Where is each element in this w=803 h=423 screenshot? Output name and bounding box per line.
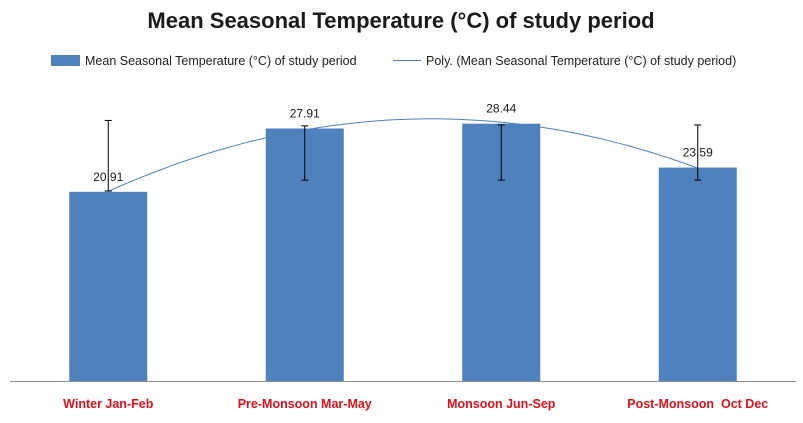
data-label-0: 20.91 bbox=[93, 170, 123, 184]
legend-trendline-label: Poly. (Mean Seasonal Temperature (°C) of… bbox=[426, 54, 736, 68]
bar-0 bbox=[69, 191, 148, 381]
data-label-1: 27.91 bbox=[290, 106, 320, 120]
data-label-3: 23.59 bbox=[683, 146, 713, 160]
bar-3 bbox=[658, 167, 737, 381]
legend-bar-swatch bbox=[51, 55, 80, 66]
category-label-1: Pre-Monsoon Mar-May bbox=[238, 397, 372, 411]
legend-bar-label: Mean Seasonal Temperature (°C) of study … bbox=[85, 54, 357, 68]
category-label-0: Winter Jan-Feb bbox=[63, 397, 154, 411]
category-label-2: Monsoon Jun-Sep bbox=[447, 397, 556, 411]
chart-title: Mean Seasonal Temperature (°C) of study … bbox=[147, 8, 654, 33]
plot-area: 20.91 27.91 28.44 23.59 Winter Jan-Feb Pre-Mo… bbox=[63, 102, 768, 411]
trendline bbox=[108, 118, 698, 192]
legend: Mean Seasonal Temperature (°C) of study … bbox=[51, 54, 736, 68]
data-label-2: 28.44 bbox=[486, 102, 516, 116]
category-label-3: Post-Monsoon Oct Dec bbox=[627, 397, 768, 411]
